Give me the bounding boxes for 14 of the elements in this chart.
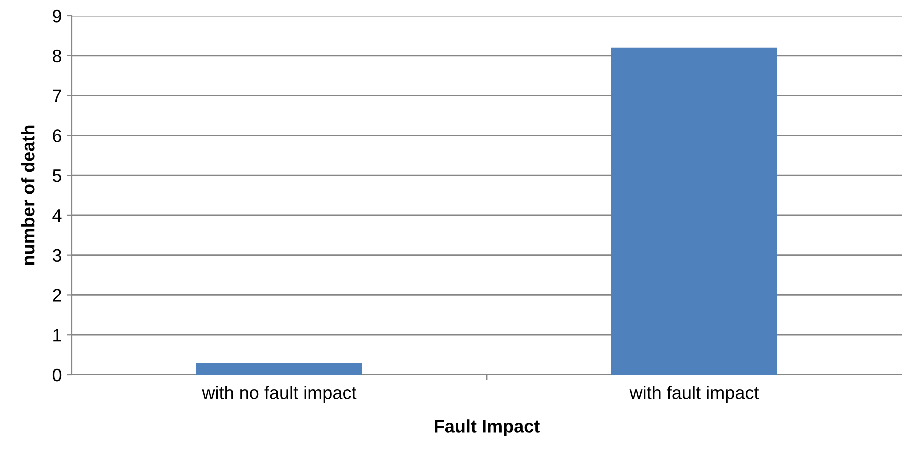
y-tick-label: 1 — [54, 329, 62, 342]
x-tick-label: with fault impact — [630, 386, 760, 403]
y-tick-label: 5 — [52, 170, 62, 182]
y-tick-label: 2 — [53, 289, 62, 302]
x-tick-label: with no fault impact — [202, 386, 357, 403]
y-axis-title: number of death — [22, 126, 35, 266]
x-axis-title: Fault Impact — [435, 420, 540, 436]
y-tick-label: 7 — [53, 90, 62, 102]
y-tick-label: 9 — [53, 10, 62, 23]
y-tick-label: 6 — [53, 130, 62, 142]
y-tick-label: 4 — [52, 210, 62, 222]
y-tick-label: 3 — [52, 249, 62, 262]
y-tick-label: 8 — [53, 50, 62, 63]
y-tick-label: 0 — [52, 368, 62, 382]
